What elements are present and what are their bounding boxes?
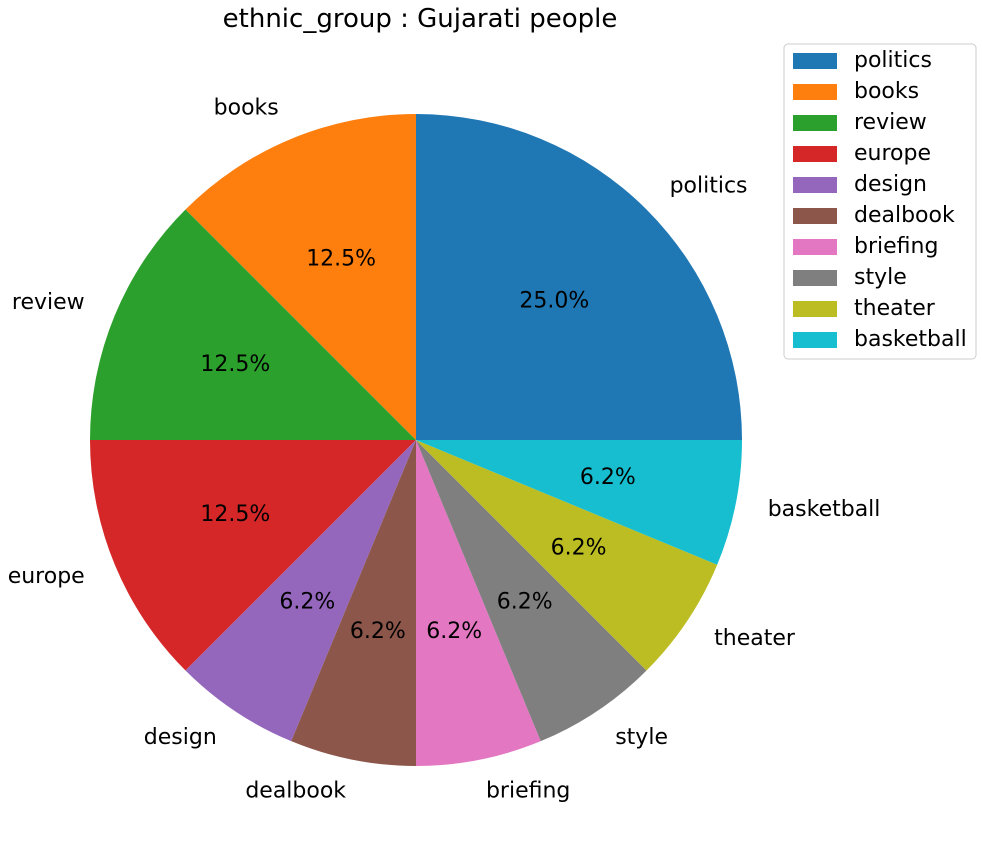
pie-slice-briefing	[416, 440, 541, 766]
legend-swatch-books	[793, 84, 837, 100]
legend-swatch-dealbook	[793, 208, 837, 224]
percent-label-design: 6.2%	[279, 590, 335, 615]
percent-label-books: 12.5%	[306, 246, 376, 271]
legend-swatch-politics	[793, 53, 837, 69]
legend: politics books review europe design dealbook b…	[783, 43, 977, 360]
legend-swatch-review	[793, 115, 837, 131]
slice-label-politics: politics	[670, 173, 748, 198]
pie-slice-design	[185, 440, 416, 742]
pie-slice-labels: politics books review europe design dealbook b…	[8, 96, 881, 804]
slice-label-review: review	[12, 290, 85, 315]
legend-label-dealbook: dealbook	[854, 203, 955, 228]
percent-label-style: 6.2%	[497, 590, 553, 615]
legend-swatch-europe	[793, 146, 837, 162]
pie-slice-review	[90, 209, 416, 440]
chart-title: ethnic_group : Gujarati people	[223, 4, 618, 34]
percent-label-politics: 25.0%	[519, 289, 589, 314]
slice-label-books: books	[214, 96, 279, 121]
pie-slices	[90, 114, 742, 766]
legend-swatch-style	[793, 270, 837, 286]
legend-swatch-design	[793, 177, 837, 193]
slice-label-europe: europe	[8, 564, 85, 589]
legend-label-review: review	[854, 110, 927, 135]
pie-slice-dealbook	[291, 440, 416, 766]
percent-label-theater: 6.2%	[551, 536, 607, 561]
slice-label-dealbook: dealbook	[245, 779, 346, 804]
legend-label-politics: politics	[854, 48, 932, 73]
pie-slice-books	[185, 114, 416, 440]
slice-label-basketball: basketball	[768, 497, 881, 522]
percent-label-europe: 12.5%	[200, 502, 270, 527]
legend-label-europe: europe	[854, 141, 931, 166]
pie-slice-politics	[416, 114, 742, 440]
pie-slice-europe	[90, 440, 416, 671]
pie-slice-theater	[416, 440, 718, 671]
slice-label-design: design	[144, 725, 217, 750]
percent-label-briefing: 6.2%	[426, 619, 482, 644]
legend-label-theater: theater	[854, 296, 936, 321]
legend-swatch-briefing	[793, 239, 837, 255]
legend-items: politics books review europe design dealbook b…	[793, 48, 967, 352]
legend-label-books: books	[854, 79, 919, 104]
legend-label-style: style	[854, 265, 907, 290]
slice-label-style: style	[615, 725, 668, 750]
percent-label-review: 12.5%	[200, 352, 270, 377]
pie-slice-style	[416, 440, 647, 742]
percent-label-basketball: 6.2%	[580, 465, 636, 490]
legend-label-briefing: briefing	[854, 234, 938, 259]
slice-label-theater: theater	[714, 626, 796, 651]
pie-percent-labels: 25.0% 12.5% 12.5% 12.5% 6.2% 6.2% 6.2% 6.2% 6.2%…	[200, 246, 635, 644]
legend-label-basketball: basketball	[854, 327, 967, 352]
legend-swatch-basketball	[793, 332, 837, 348]
slice-label-briefing: briefing	[486, 779, 570, 804]
pie-slice-basketball	[416, 440, 742, 565]
percent-label-dealbook: 6.2%	[350, 619, 406, 644]
legend-label-design: design	[854, 172, 927, 197]
legend-swatch-theater	[793, 301, 837, 317]
